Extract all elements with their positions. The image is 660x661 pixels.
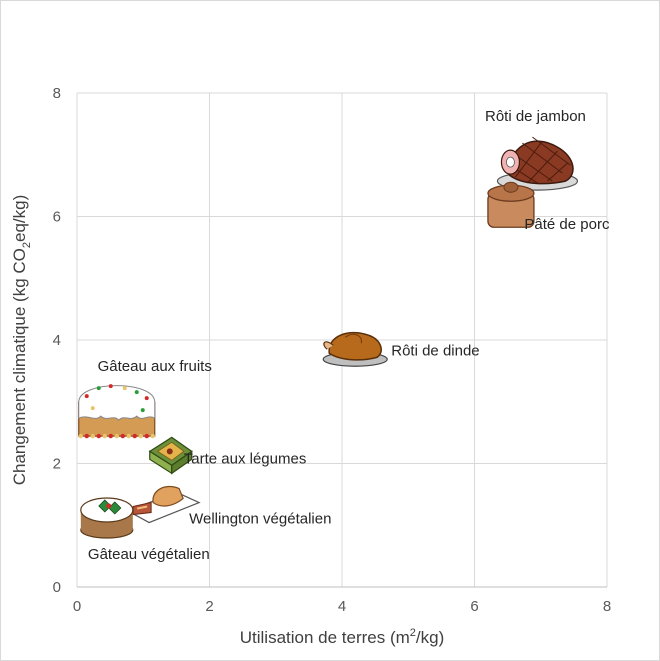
x-axis-title: Utilisation de terres (m2/kg) [240, 627, 445, 647]
tick-labels: 0 2 4 6 8 0 2 4 6 8 [53, 85, 612, 615]
point-label: Wellington végétalien [189, 511, 331, 528]
point-label: Rôti de jambon [485, 108, 586, 125]
point-label: Tarte aux légumes [184, 450, 307, 467]
fruit-cake-icon [78, 384, 156, 439]
point-label: Gâteau végétalien [88, 546, 210, 563]
point-label: Rôti de dinde [391, 342, 479, 359]
y-tick-label: 2 [53, 456, 61, 473]
vegan-wellington-icon [125, 485, 201, 524]
pork-pie-icon [487, 181, 535, 228]
vegetable-tart-icon [148, 436, 193, 475]
x-tick-label: 0 [73, 598, 81, 615]
y-tick-label: 0 [53, 579, 61, 596]
y-tick-label: 6 [53, 209, 61, 226]
y-axis-title: Changement climatique (kg CO2eq/kg) [10, 195, 33, 486]
roast-turkey-icon [322, 331, 388, 367]
point-label: Gâteau aux fruits [98, 358, 212, 375]
y-tick-label: 8 [53, 85, 61, 102]
point-label: Pâté de porc [524, 216, 610, 233]
y-tick-label: 4 [53, 332, 61, 349]
x-tick-label: 8 [603, 598, 611, 615]
vegan-cake-icon [80, 497, 134, 539]
x-tick-label: 6 [470, 598, 478, 615]
x-tick-label: 2 [205, 598, 213, 615]
food-icons [78, 136, 579, 539]
x-tick-label: 4 [338, 598, 346, 615]
point-labels: Rôti de jambon Pâté de porc Rôti de dinde G… [88, 108, 610, 563]
